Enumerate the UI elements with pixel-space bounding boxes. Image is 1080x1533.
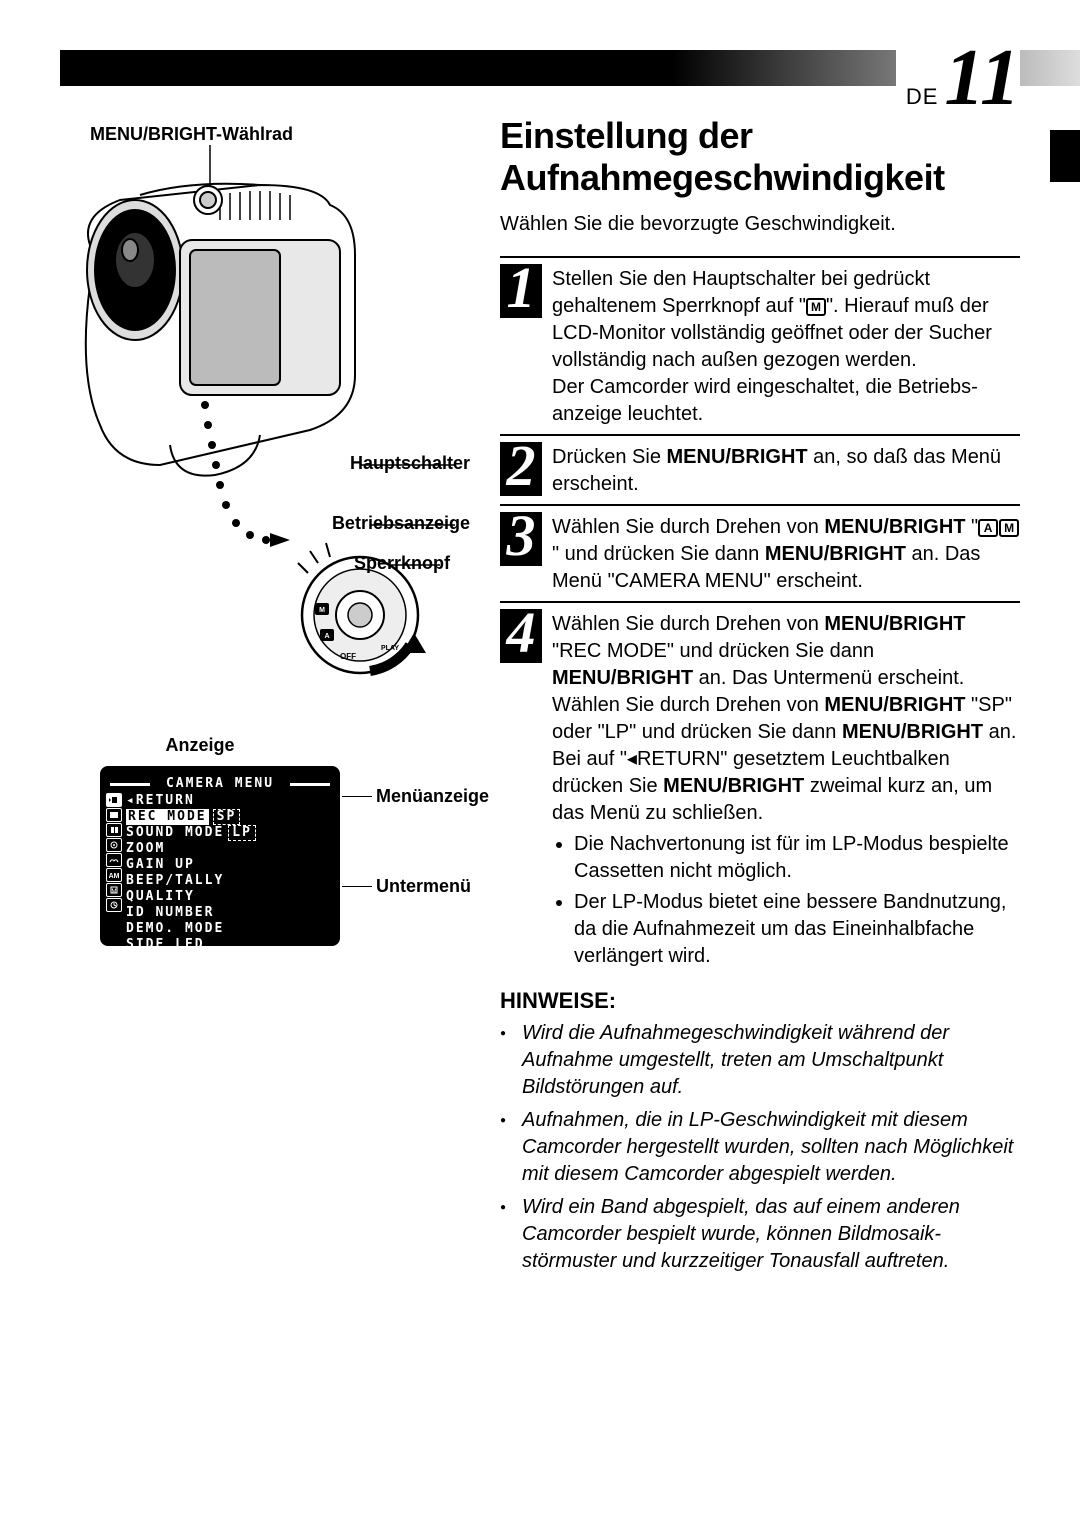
menu-icon (106, 853, 122, 867)
callout-line (342, 796, 372, 797)
left-column: MENU/BRIGHT-Wählrad (60, 124, 480, 966)
step-number: 3 (500, 512, 542, 566)
intro-text: Wählen Sie die bevorzugte Geschwindigkei… (500, 213, 1020, 236)
menu-item-value: LP (228, 825, 256, 841)
submenu-callout: Untermenü (376, 876, 471, 897)
menu-icon (106, 823, 122, 837)
menu-item: ◂RETURN (126, 793, 334, 809)
step-3: 3 Wählen Sie durch Drehen von MENU/BRIGH… (500, 504, 1020, 595)
page-lang: DE (906, 84, 939, 110)
dial-label: MENU/BRIGHT-Wählrad (90, 124, 480, 145)
bullet-item: Der LP-Modus bietet eine bessere Bandnut… (574, 889, 1020, 970)
camcorder-svg: M A OFF PLAY (60, 145, 480, 705)
lock-button-label: Sperrknopf (354, 553, 450, 574)
menu-icon: M (106, 883, 122, 897)
bullet-item: Die Nachvertonung ist für im LP-Modus be… (574, 831, 1020, 885)
step-4: 4 Wählen Sie durch Drehen von MENU/BRIGH… (500, 601, 1020, 974)
section-title: Einstellung der Aufnahmegeschwindigkeit (500, 115, 1020, 199)
menu-text-column: ◂RETURN REC MODE SP SOUND MODE LP ZOOM G… (126, 793, 334, 953)
page-num: 11 (944, 50, 1020, 106)
camera-menu-display: CAMERA MENU AM M ◂RETURN REC MODE S (100, 766, 340, 946)
step-1: 1 Stellen Sie den Hauptschalter bei gedr… (500, 256, 1020, 428)
menu-icon: AM (106, 868, 122, 882)
svg-text:OFF: OFF (340, 652, 356, 661)
menu-item-selected: REC MODE (126, 809, 209, 825)
step-text: Drücken Sie MENU/BRIGHT an, so daß das M… (552, 442, 1020, 498)
svg-text:M: M (112, 889, 117, 894)
notes-list: Wird die Aufnahmegeschwindigkeit während… (500, 1020, 1020, 1275)
menu-display-area: CAMERA MENU AM M ◂RETURN REC MODE S (60, 766, 480, 966)
section-tab (1050, 130, 1080, 182)
main-switch-label: Hauptschalter (350, 453, 470, 474)
menu-item: QUALITY (126, 889, 334, 905)
callout-line (342, 886, 372, 887)
m-mode-icon: M (806, 298, 826, 316)
menu-item-value: SP (213, 809, 241, 825)
menu-icon-column: AM M (106, 793, 124, 912)
menu-display-callout: Menüanzeige (376, 786, 489, 807)
menu-header: CAMERA MENU (106, 776, 334, 791)
step-text: Wählen Sie durch Drehen von MENU/BRIGHT … (552, 512, 1020, 595)
menu-icon (106, 793, 122, 807)
menu-item: GAIN UP (126, 857, 334, 873)
menu-item: DEMO. MODE (126, 921, 334, 937)
camcorder-diagram: M A OFF PLAY Hauptschalter Betriebsanzei… (60, 145, 480, 705)
svg-text:M: M (319, 607, 325, 614)
note-item: Wird die Aufnahmegeschwindigkeit während… (500, 1020, 1020, 1101)
note-item: Aufnahmen, die in LP-Geschwindigkeit mit… (500, 1107, 1020, 1188)
menu-item: SOUND MODE (126, 825, 224, 841)
step-number: 2 (500, 442, 542, 496)
menu-item: ID NUMBER (126, 905, 334, 921)
menu-item: SIDE LED (126, 937, 334, 953)
svg-text:PLAY: PLAY (381, 645, 399, 652)
right-column: Einstellung der Aufnahmegeschwindigkeit … (500, 115, 1020, 1281)
svg-text:AM: AM (109, 873, 119, 879)
menu-icon (106, 898, 122, 912)
display-title: Anzeige (100, 735, 300, 756)
menu-icon (106, 838, 122, 852)
page-number: DE 11 (896, 50, 1020, 110)
op-indicator-label: Betriebsanzeige (332, 513, 470, 534)
notes-title: HINWEISE: (500, 988, 1020, 1014)
step-2: 2 Drücken Sie MENU/BRIGHT an, so daß das… (500, 434, 1020, 498)
menu-icon (106, 808, 122, 822)
am-mode-icon: AM (978, 519, 1019, 537)
svg-text:A: A (324, 633, 329, 640)
note-item: Wird ein Band abgespielt, das auf einem … (500, 1194, 1020, 1275)
step-text: Wählen Sie durch Drehen von MENU/BRIGHT … (552, 609, 1020, 974)
step-number: 1 (500, 264, 542, 318)
step-text: Stellen Sie den Hauptschalter bei gedrüc… (552, 264, 1020, 428)
menu-item: ZOOM (126, 841, 334, 857)
step-number: 4 (500, 609, 542, 663)
menu-item: BEEP/TALLY (126, 873, 334, 889)
step-4-bullets: Die Nachvertonung ist für im LP-Modus be… (574, 831, 1020, 970)
